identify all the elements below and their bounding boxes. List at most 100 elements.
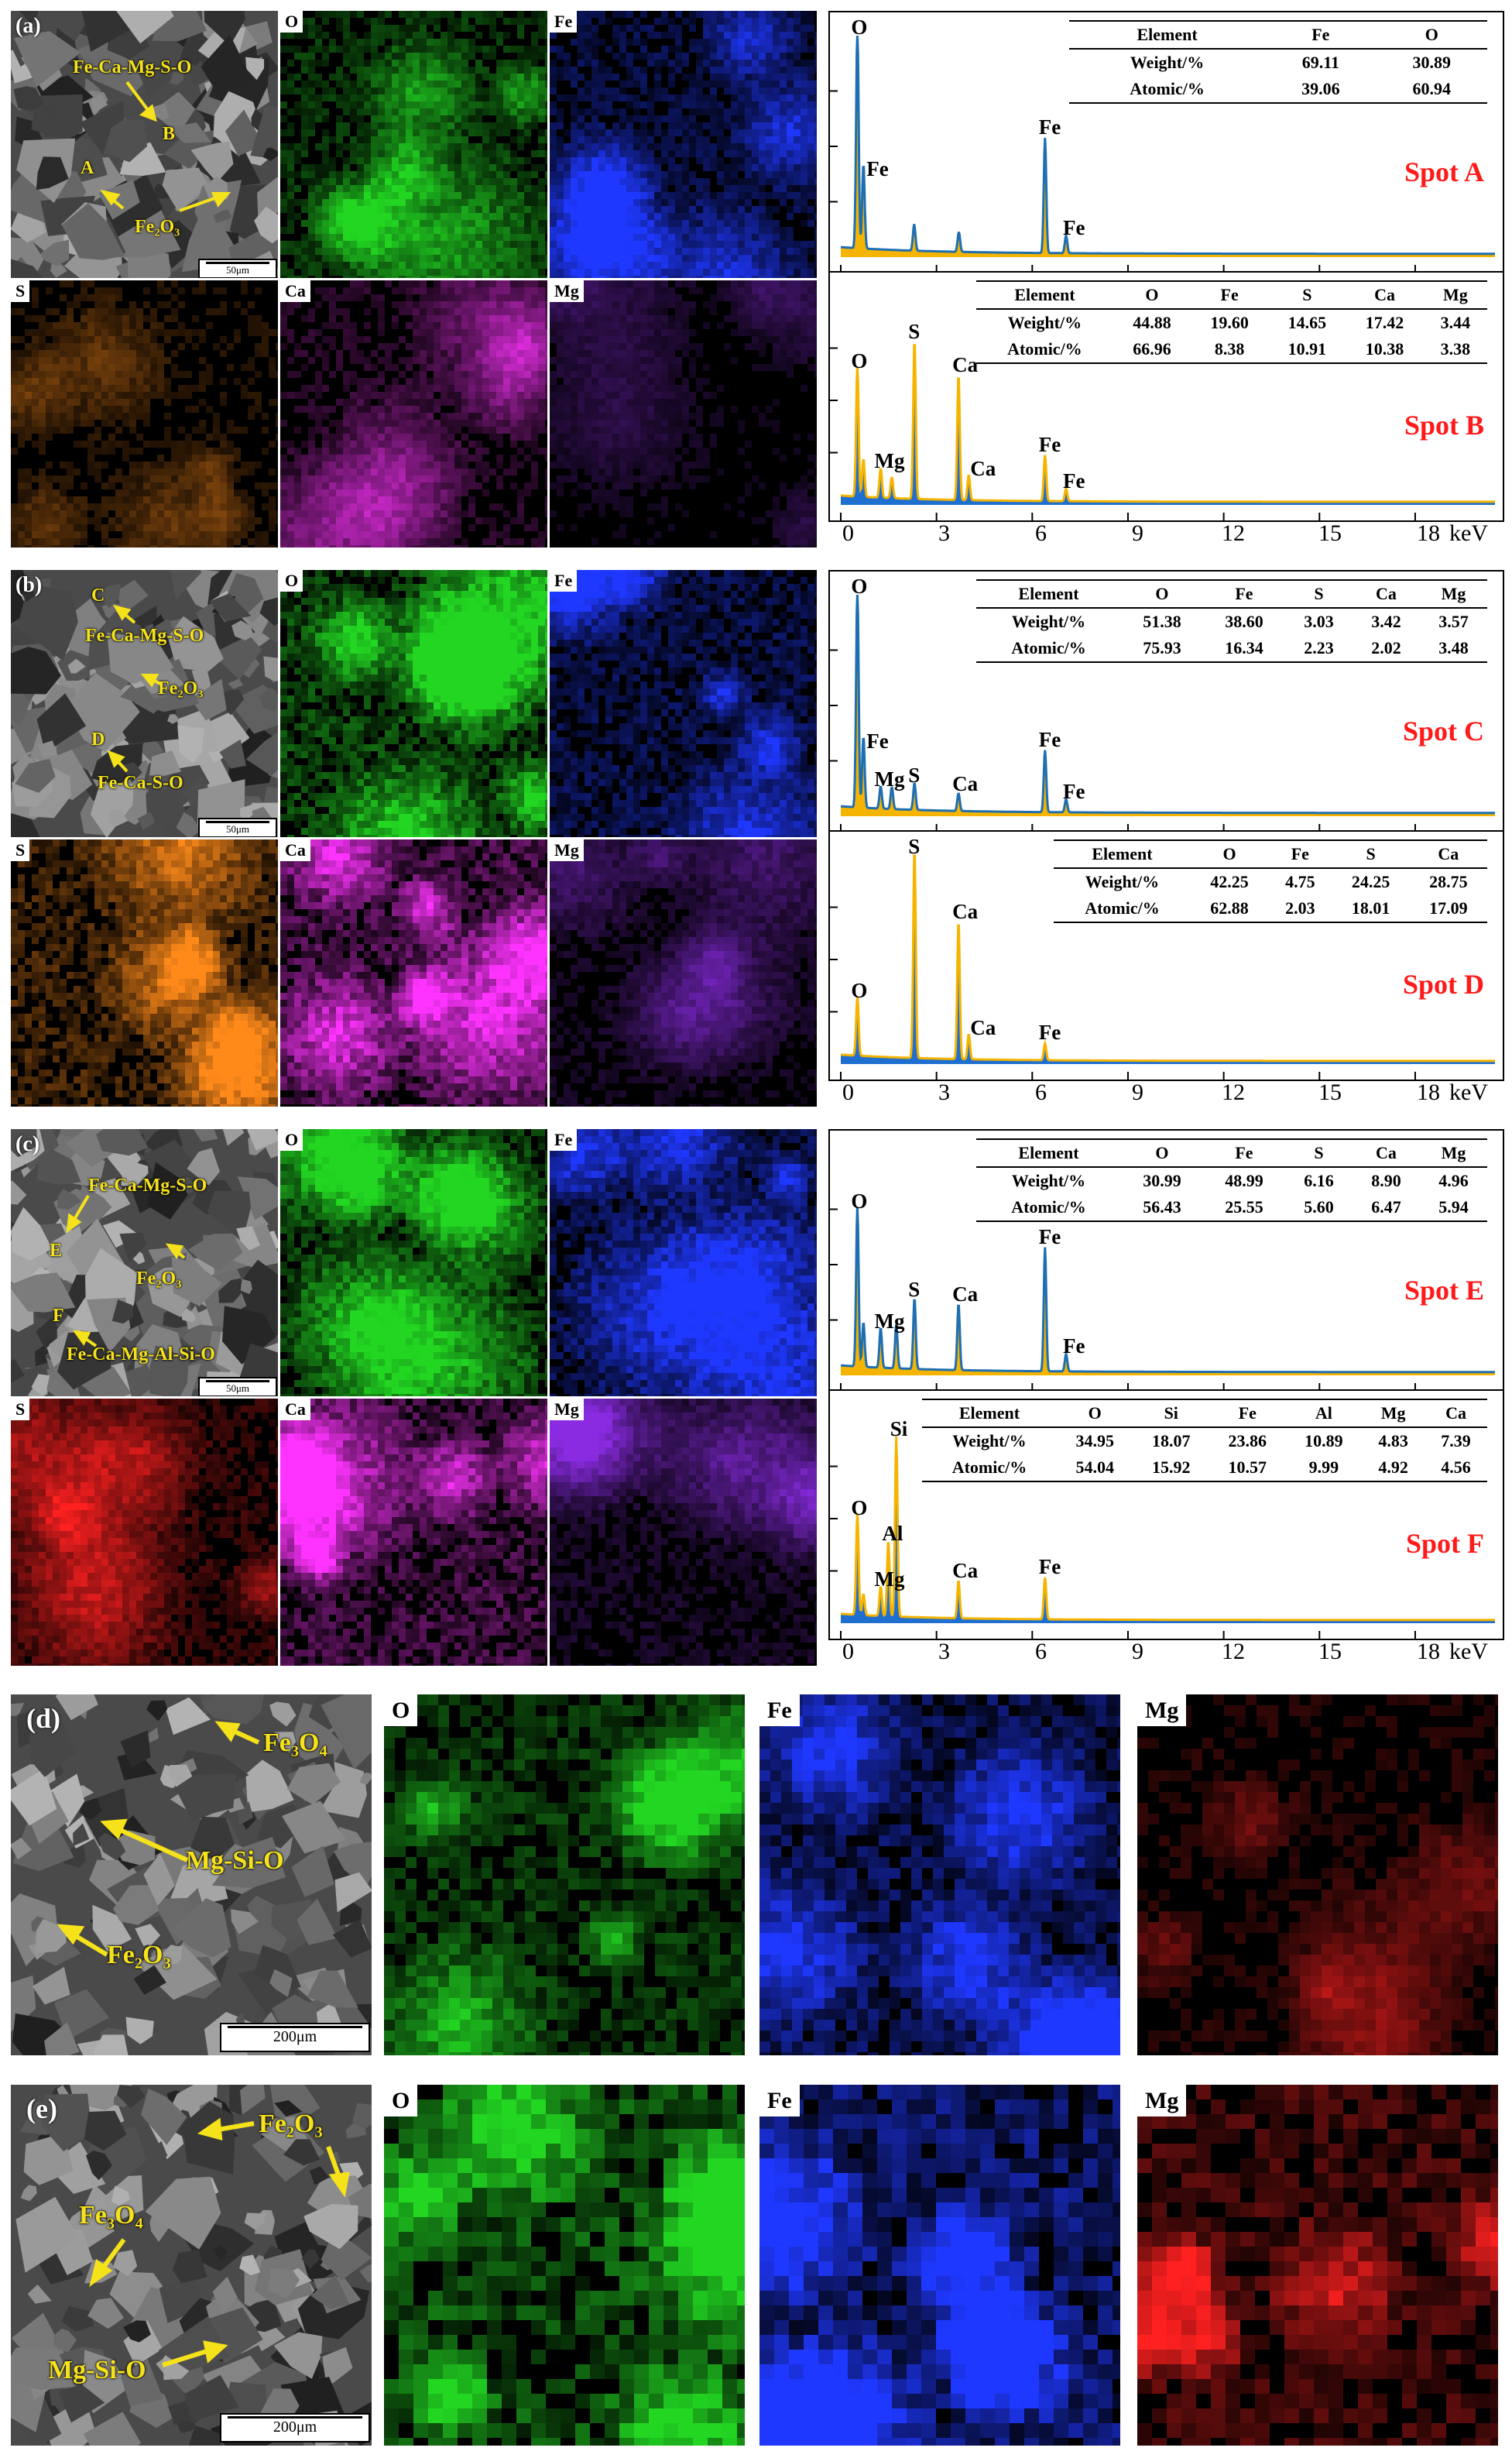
map-pixel (213, 308, 220, 315)
map-pixel (731, 88, 738, 94)
map-pixel (557, 269, 564, 276)
map-pixel (213, 538, 220, 545)
map-pixel (357, 171, 364, 178)
map-pixel (626, 94, 633, 101)
map-pixel (745, 25, 752, 32)
map-pixel (336, 129, 343, 136)
map-pixel (668, 129, 675, 136)
map-pixel (294, 157, 301, 164)
map-pixel (724, 39, 731, 46)
map-pixel (255, 371, 262, 378)
map-pixel (74, 301, 81, 308)
sem-grain (170, 71, 184, 85)
map-pixel (434, 364, 441, 371)
map-pixel (434, 67, 441, 74)
map-pixel (301, 108, 308, 115)
map-pixel (531, 94, 538, 101)
map-pixel (661, 11, 668, 18)
map-pixel (489, 206, 496, 213)
map-pixel (496, 336, 503, 343)
map-pixel (308, 164, 315, 171)
map-pixel (108, 482, 115, 489)
map-pixel (496, 455, 503, 462)
map-pixel (557, 227, 564, 234)
map-pixel (294, 406, 301, 413)
map-pixel (710, 276, 717, 278)
map-pixel (571, 94, 578, 101)
map-pixel (612, 74, 619, 81)
map-pixel (752, 136, 759, 143)
map-pixel (420, 18, 427, 25)
map-pixel (475, 399, 482, 406)
map-pixel (787, 53, 794, 60)
map-pixel (343, 171, 350, 178)
map-pixel (619, 248, 626, 255)
map-pixel (287, 276, 294, 278)
map-pixel (801, 220, 807, 227)
map-pixel (192, 441, 199, 448)
map-pixel (406, 469, 413, 475)
map-pixel (538, 108, 545, 115)
map-pixel (115, 378, 122, 385)
map-pixel (447, 46, 454, 53)
map-pixel (503, 143, 510, 150)
map-pixel (524, 280, 531, 287)
map-pixel (461, 371, 468, 378)
map-pixel (122, 420, 129, 427)
map-pixel (213, 489, 220, 496)
map-pixel (524, 329, 531, 336)
map-pixel (585, 157, 591, 164)
map-pixel (192, 448, 199, 455)
map-pixel (794, 129, 801, 136)
map-pixel (668, 241, 675, 248)
map-pixel (136, 496, 143, 503)
map-pixel (454, 496, 461, 503)
map-pixel (703, 255, 710, 262)
map-pixel (378, 18, 385, 25)
map-pixel (545, 276, 547, 278)
map-pixel (287, 475, 294, 482)
map-pixel (143, 503, 150, 510)
map-pixel (661, 178, 668, 185)
map-pixel (503, 178, 510, 185)
map-pixel (640, 11, 647, 18)
map-pixel (343, 81, 350, 88)
map-pixel (794, 115, 801, 122)
map-pixel (129, 448, 136, 455)
map-pixel (164, 434, 171, 441)
map-pixel (350, 329, 357, 336)
map-pixel (689, 248, 696, 255)
map-pixel (703, 220, 710, 227)
map-pixel (420, 227, 427, 234)
map-pixel (773, 25, 780, 32)
map-pixel (315, 171, 322, 178)
map-pixel (350, 343, 357, 350)
map-pixel (350, 276, 357, 278)
map-pixel (814, 150, 817, 157)
map-pixel (454, 46, 461, 53)
map-pixel (213, 455, 220, 462)
map-pixel (364, 475, 371, 482)
map-pixel (294, 199, 301, 206)
map-pixel (32, 385, 39, 392)
map-pixel (399, 164, 406, 171)
map-pixel (612, 150, 619, 157)
map-pixel (468, 427, 475, 434)
map-pixel (357, 199, 364, 206)
map-pixel (752, 60, 759, 67)
map-pixel (524, 81, 531, 88)
map-pixel (468, 322, 475, 329)
map-pixel (434, 336, 441, 343)
map-pixel (434, 469, 441, 475)
map-pixel (241, 287, 248, 294)
map-pixel (220, 496, 227, 503)
map-pixel (39, 357, 46, 364)
map-pixel (67, 357, 74, 364)
map-pixel (315, 60, 322, 67)
map-pixel (724, 178, 731, 185)
map-pixel (461, 469, 468, 475)
map-pixel (441, 101, 447, 108)
map-pixel (108, 336, 115, 343)
map-pixel (74, 413, 81, 420)
map-pixel (25, 413, 32, 420)
